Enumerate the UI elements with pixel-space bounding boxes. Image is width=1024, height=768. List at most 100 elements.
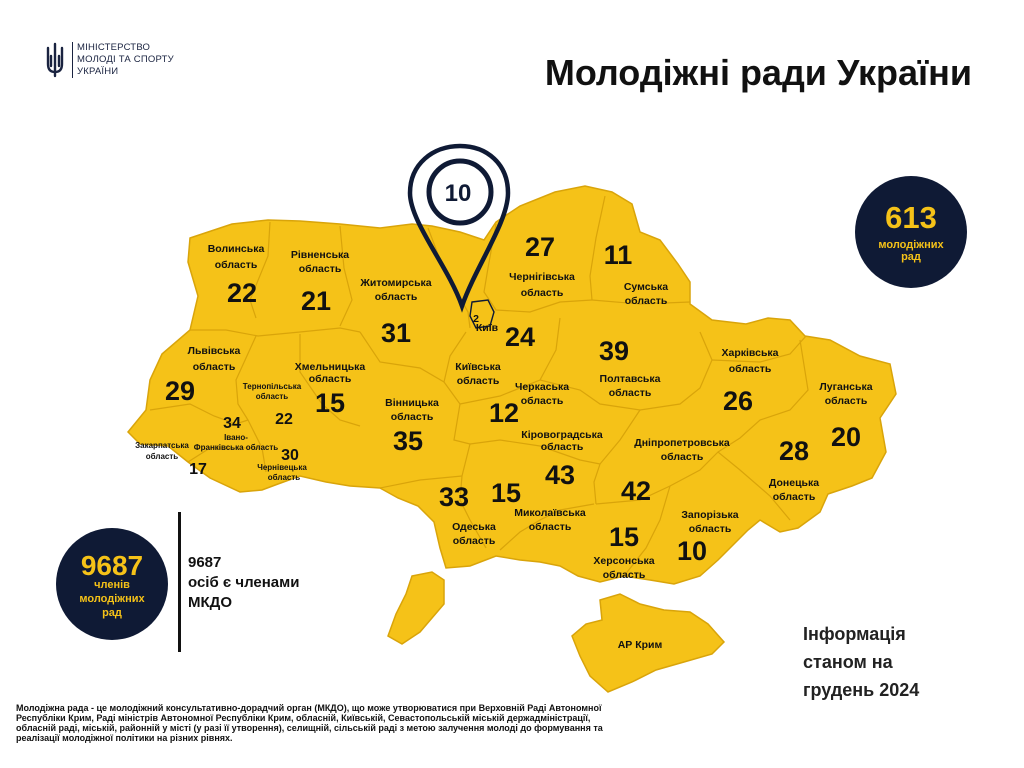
ministry-line-3: УКРАЇНИ: [77, 66, 119, 77]
ministry-line-1: МІНІСТЕРСТВО: [77, 42, 151, 53]
region-count: 31: [381, 318, 411, 348]
region-kherson: 15 Херсонська область: [593, 522, 654, 581]
region-name: Закарпатська: [135, 441, 189, 450]
region-count: 28: [779, 436, 809, 466]
ministry-logo: МІНІСТЕРСТВО МОЛОДІ ТА СПОРТУ УКРАЇНИ: [44, 42, 174, 78]
info-date: Інформація станом на грудень 2024: [803, 620, 919, 704]
region-name-2: область: [609, 387, 652, 399]
region-count: 22: [227, 278, 257, 308]
region-count: 15: [315, 388, 345, 418]
region-count: 34: [223, 415, 241, 432]
trident-icon: [46, 42, 64, 78]
region-count: 29: [165, 376, 195, 406]
total-members-label-3: рад: [102, 607, 122, 619]
region-kirovohrad: Кіровоградська область 43: [521, 429, 603, 490]
region-count: 10: [677, 536, 707, 566]
mainland-shape: [126, 185, 897, 585]
region-count: 11: [604, 240, 633, 270]
region-name: Сумська: [624, 281, 668, 293]
region-name: Херсонська: [593, 555, 654, 567]
region-count: 12: [489, 398, 519, 428]
region-cherkasy: Черкаська область 12: [489, 381, 569, 428]
region-name-2: Франківська область: [194, 443, 279, 452]
region-name-2: область: [625, 295, 668, 307]
region-name: Вінницька: [385, 397, 439, 409]
location-pin-icon: 10: [407, 143, 511, 313]
total-members-label: членів молодіжних рад: [56, 578, 168, 620]
region-name: Житомирська: [359, 277, 431, 289]
region-name-2: область: [309, 373, 352, 385]
region-count: 20: [831, 422, 861, 452]
total-members-value: 9687: [80, 550, 144, 581]
region-name: Харківська: [721, 347, 778, 359]
region-name: Київська: [455, 361, 501, 373]
region-count: 39: [599, 336, 629, 366]
region-name: АР Крим: [618, 639, 663, 651]
region-name: Львівська: [188, 345, 241, 357]
region-name: Рівненська: [291, 249, 349, 261]
region-name-2: область: [689, 523, 732, 535]
region-name: Волинська: [208, 243, 265, 255]
region-sumy: 11 Сумська область: [604, 240, 669, 307]
region-name-2: область: [215, 259, 258, 271]
region-name-2: область: [268, 473, 301, 482]
members-line-3: МКДО: [188, 594, 233, 611]
footnote: Молодіжна рада - це молодіжний консульта…: [16, 703, 603, 743]
total-members-badge: 9687 членів молодіжних рад: [56, 528, 168, 640]
ministry-name: МІНІСТЕРСТВО МОЛОДІ ТА СПОРТУ УКРАЇНИ: [72, 42, 174, 78]
region-count: 33: [439, 482, 469, 512]
region-count: 21: [301, 286, 331, 316]
region-rivne: Рівненська область 21: [291, 249, 349, 316]
region-ternopil: Тернопільська область 22: [243, 382, 302, 428]
region-zakarpattia: Закарпатська область 17: [135, 441, 207, 478]
region-count: 30: [281, 447, 299, 464]
region-name: Кіровоградська: [521, 429, 603, 441]
region-crimea: АР Крим: [618, 639, 663, 651]
region-name: Київ: [476, 322, 499, 334]
region-name-2: область: [521, 287, 564, 299]
region-name-2: область: [457, 375, 500, 387]
region-name-2: область: [729, 363, 772, 375]
total-members-label-1: членів: [94, 579, 130, 591]
region-name-2: область: [256, 392, 289, 401]
region-volyn: Волинська область 22: [208, 243, 265, 308]
odesa-south-shape: [387, 571, 445, 645]
region-count: 24: [505, 322, 535, 352]
region-count: 26: [723, 386, 753, 416]
region-zaporizhzhia: Запорізька область 10: [677, 509, 739, 566]
region-poltava: 39 Полтавська область: [599, 336, 661, 399]
region-lviv: Львівська область 29: [165, 345, 241, 406]
region-name: Івано-: [224, 433, 248, 442]
region-count: 15: [491, 478, 521, 508]
region-name: Тернопільська: [243, 382, 302, 391]
members-line-1: 9687: [188, 554, 222, 571]
total-councils-label-1: молодіжних: [878, 239, 944, 251]
info-line-2: станом на: [803, 652, 893, 672]
region-name-2: область: [146, 452, 179, 461]
region-odesa: 33 Одеська область: [439, 482, 496, 547]
region-khmelnytskyi: Хмельницька область 15: [295, 361, 366, 418]
region-name: Полтавська: [600, 373, 661, 385]
region-chernihiv: 27 Чернігівська область: [509, 232, 575, 299]
region-name-2: область: [193, 361, 236, 373]
region-name-2: область: [453, 535, 496, 547]
members-line-2: осіб є членами: [188, 574, 300, 591]
region-name-2: область: [529, 521, 572, 533]
region-name: Донецька: [769, 477, 819, 489]
region-count: 43: [545, 460, 575, 490]
divider: [178, 512, 181, 652]
region-donetsk: 28 Донецька область: [769, 436, 819, 503]
total-councils-value: 613: [885, 200, 937, 235]
region-count: 22: [275, 411, 293, 428]
region-mykolaiv: 15 Миколаївська область: [491, 478, 586, 533]
members-text: 9687 осіб є членами МКДО: [188, 553, 299, 613]
region-count: 35: [393, 426, 423, 456]
region-name-2: область: [541, 441, 584, 453]
region-borders: [149, 195, 809, 577]
info-line-3: грудень 2024: [803, 680, 920, 700]
region-zhytomyr: Житомирська область 31: [359, 277, 431, 348]
region-name: Запорізька: [681, 509, 738, 521]
region-name-2: область: [391, 411, 434, 423]
region-count: 42: [621, 476, 651, 506]
region-name: Хмельницька: [295, 361, 366, 373]
